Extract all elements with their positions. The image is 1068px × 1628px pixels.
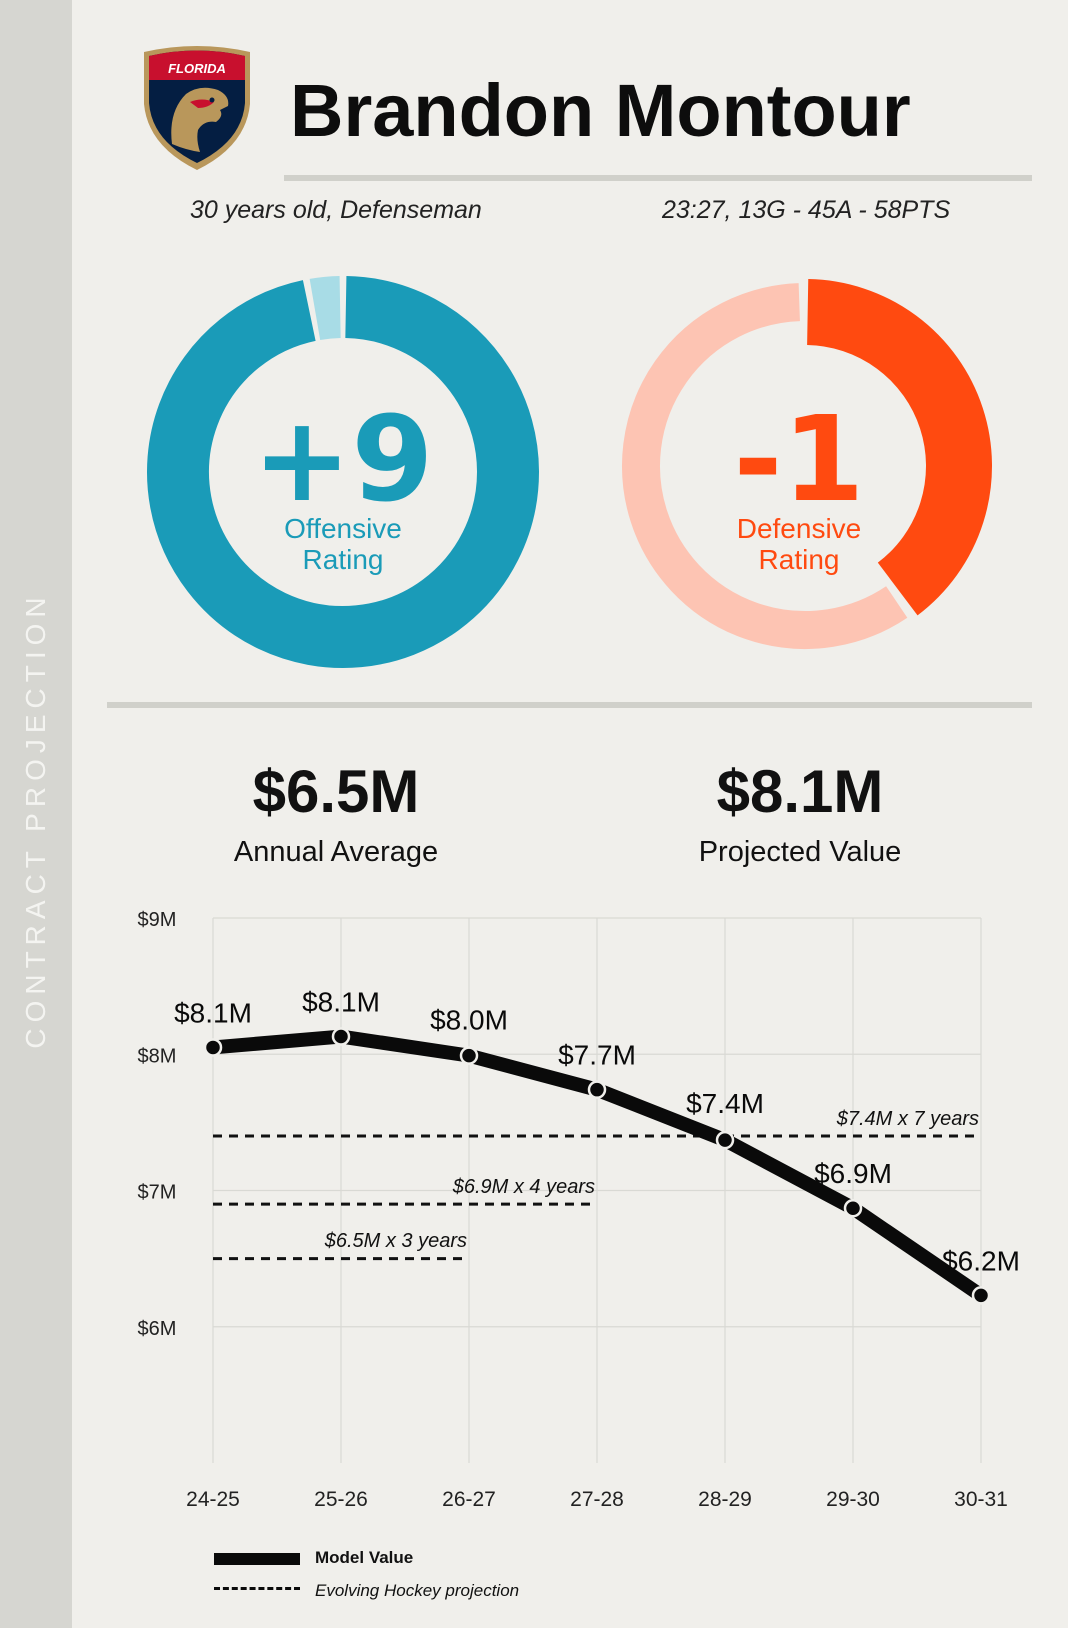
x-tick-label: 29-30 [826, 1488, 880, 1511]
legend-evolving-hockey: Evolving Hockey projection [315, 1581, 520, 1600]
defensive-rating-value: -1 [733, 390, 865, 528]
x-tick-label: 24-25 [186, 1488, 240, 1511]
reference-line-label: $6.9M x 4 years [452, 1176, 595, 1198]
x-tick-label: 26-27 [442, 1488, 496, 1511]
reference-line-label: $6.5M x 3 years [324, 1230, 467, 1252]
logo-text: FLORIDA [168, 61, 226, 76]
annual-average-label: Annual Average [233, 836, 439, 868]
legend-model-value: Model Value [315, 1548, 414, 1567]
x-tick-label: 30-31 [954, 1488, 1008, 1511]
projected-value-value: $8.1M [716, 758, 884, 825]
model-value-point [459, 1046, 479, 1065]
model-value-data-label: $6.2M [942, 1245, 1020, 1276]
offensive-rating-label-1: Offensive [284, 513, 402, 544]
legend-dashed-swatch [214, 1587, 300, 1590]
defensive-rating-label-2: Rating [758, 544, 840, 575]
player-name: Brandon Montour [290, 69, 911, 152]
model-value-data-label: $7.4M [686, 1088, 764, 1119]
offensive-donut-fill [147, 276, 539, 668]
model-value-point [331, 1027, 351, 1046]
projected-value-label: Projected Value [698, 836, 902, 868]
model-value-point [971, 1286, 991, 1305]
model-value-data-label: $8.1M [174, 997, 252, 1028]
stat-line: 23:27, 13G - 45A - 58PTS [662, 196, 951, 224]
offensive-rating-donut [147, 276, 539, 668]
model-value-data-label: $6.9M [814, 1158, 892, 1189]
model-value-point [587, 1080, 607, 1099]
model-value-data-label: $7.7M [558, 1040, 636, 1071]
age-position: 30 years old, Defenseman [190, 196, 482, 224]
model-value-point [203, 1038, 223, 1057]
section-divider [107, 702, 1032, 708]
y-tick-label: $7M [138, 1182, 177, 1204]
annual-average-value: $6.5M [252, 758, 420, 825]
defensive-donut-fill [806, 279, 992, 616]
defensive-rating-label-1: Defensive [736, 513, 862, 544]
side-strip: CONTRACT PROJECTION [0, 0, 72, 1628]
defensive-donut-track [622, 283, 908, 649]
y-tick-label: $9M [138, 909, 177, 931]
model-value-point [715, 1130, 735, 1150]
offensive-rating-value: +9 [252, 390, 434, 528]
model-value-data-label: $8.0M [430, 1005, 508, 1036]
legend-solid-swatch [214, 1553, 300, 1565]
x-tick-label: 25-26 [314, 1488, 368, 1511]
offensive-rating-label-2: Rating [302, 544, 384, 575]
model-value-point [843, 1198, 863, 1218]
model-value-data-label: $8.1M [302, 987, 380, 1018]
y-tick-label: $6M [138, 1318, 177, 1340]
x-tick-label: 27-28 [570, 1488, 624, 1511]
header-divider [284, 175, 1032, 181]
defensive-rating-donut [622, 279, 992, 649]
y-tick-label: $8M [138, 1045, 177, 1067]
x-tick-label: 28-29 [698, 1488, 752, 1511]
panthers-logo-icon: FLORIDA [144, 46, 250, 170]
reference-line-label: $7.4M x 7 years [836, 1108, 979, 1130]
offensive-donut-track [309, 276, 342, 341]
